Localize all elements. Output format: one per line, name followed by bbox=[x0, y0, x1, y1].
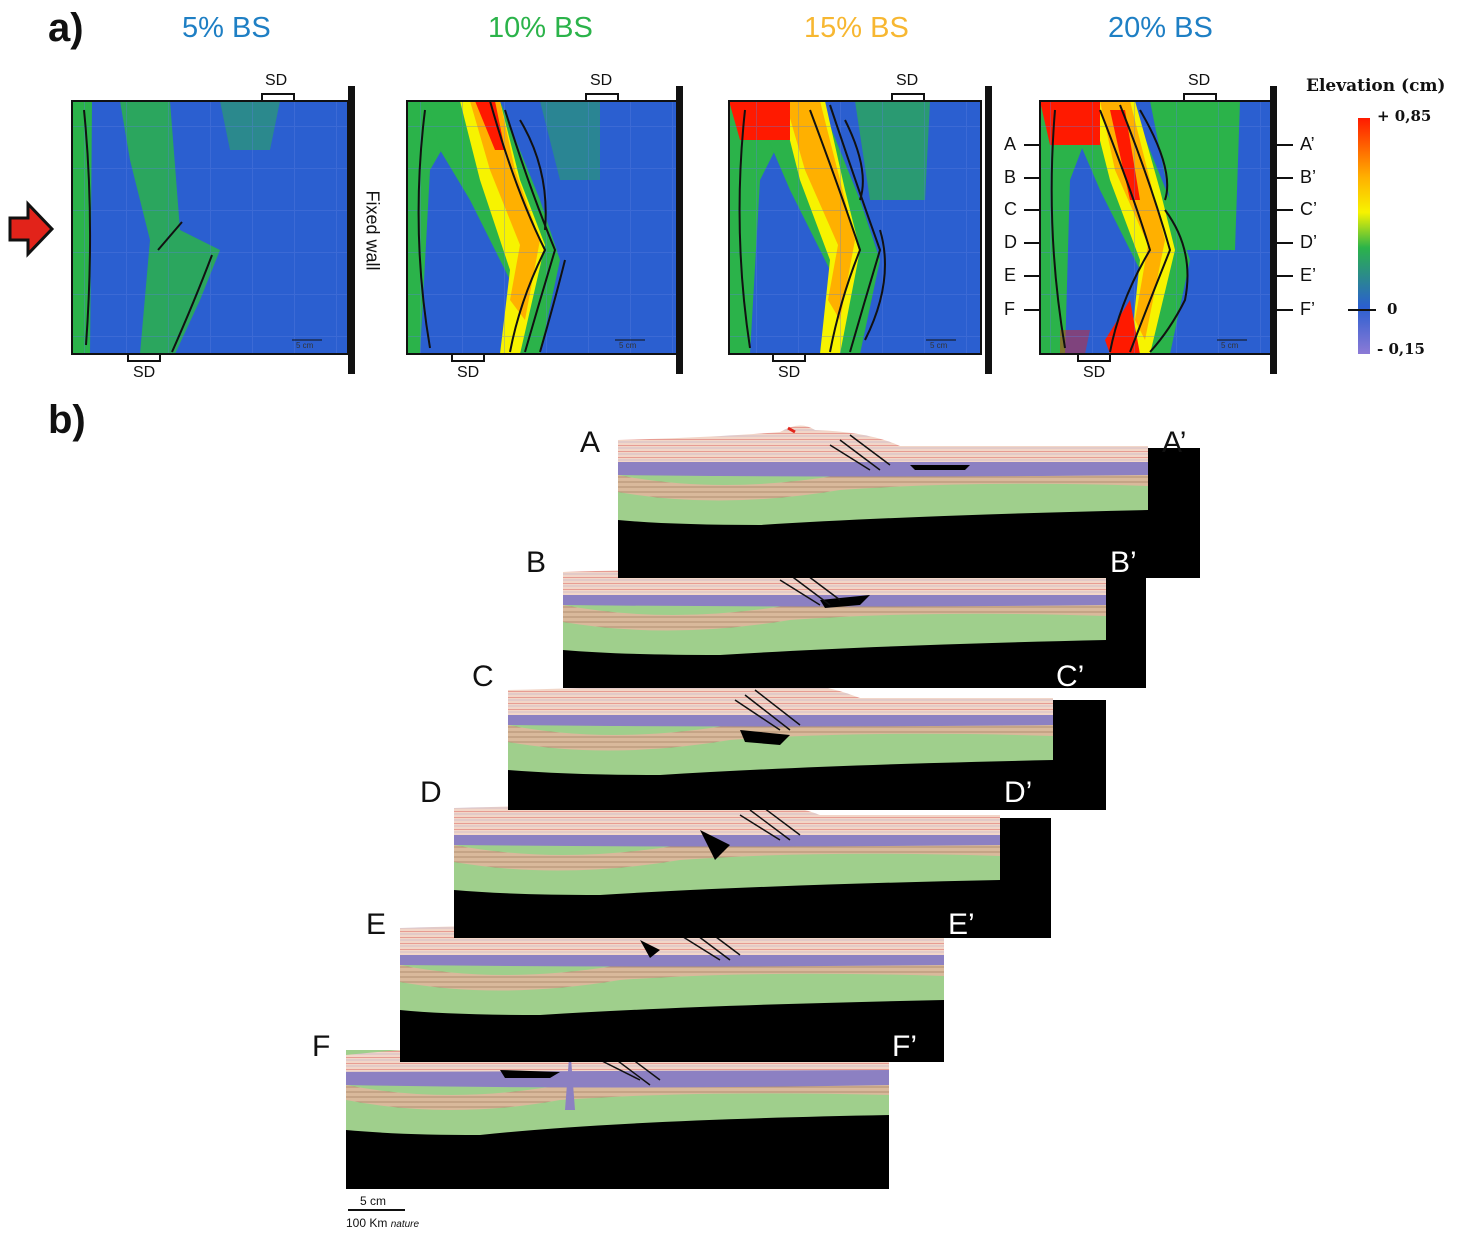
tick-a: A bbox=[1004, 134, 1017, 154]
section-label-f-prime: F’ bbox=[892, 1030, 917, 1063]
scale-nature-value: 100 Km bbox=[346, 1216, 388, 1230]
elevation-color-bar bbox=[1348, 118, 1376, 354]
tick-a-prime: A’ bbox=[1300, 134, 1315, 154]
elevation-map-15 bbox=[728, 100, 982, 355]
tick-c: C bbox=[1004, 199, 1017, 219]
tick-f-prime: F’ bbox=[1300, 299, 1315, 319]
section-label-f: F bbox=[312, 1030, 331, 1063]
section-label-b-prime: B’ bbox=[1110, 546, 1137, 579]
tick-f: F bbox=[1004, 299, 1015, 319]
scale-model-label: 5 cm bbox=[360, 1194, 387, 1208]
panel-a-label: a) bbox=[48, 6, 84, 50]
map-scale-label-1: 5 cm bbox=[296, 341, 314, 350]
legend-min-label: - 0,15 bbox=[1377, 340, 1425, 358]
section-label-e: E bbox=[366, 908, 387, 941]
stage-title-15: 15% BS bbox=[804, 12, 909, 44]
cross-section-d bbox=[454, 794, 1051, 938]
cross-section-b bbox=[563, 558, 1146, 688]
sd-brackets bbox=[127, 93, 1217, 362]
sd-label-3-bottom: SD bbox=[778, 364, 801, 381]
section-label-c-prime: C’ bbox=[1056, 660, 1085, 693]
map-scale-label-2: 5 cm bbox=[619, 341, 637, 350]
red-arrow-icon bbox=[8, 200, 55, 258]
panel-b-label: b) bbox=[48, 398, 86, 442]
sd-label-1-bottom: SD bbox=[133, 364, 156, 381]
section-label-d-prime: D’ bbox=[1004, 776, 1033, 809]
legend-title: Elevation (cm) bbox=[1306, 76, 1446, 96]
stage-title-10: 10% BS bbox=[488, 12, 593, 44]
legend-max-label: + 0,85 bbox=[1377, 107, 1432, 125]
sd-label-2-top: SD bbox=[590, 72, 613, 89]
tick-b: B bbox=[1004, 167, 1017, 187]
sd-label-1-top: SD bbox=[265, 72, 288, 89]
fixed-wall-bars bbox=[348, 86, 1277, 374]
cross-section-a bbox=[618, 425, 1200, 578]
elevation-map-10 bbox=[406, 100, 679, 355]
stage-title-5: 5% BS bbox=[182, 12, 271, 44]
section-label-d: D bbox=[420, 776, 442, 809]
stage-title-20: 20% BS bbox=[1108, 12, 1213, 44]
tick-e: E bbox=[1004, 265, 1017, 285]
sd-label-4-bottom: SD bbox=[1083, 364, 1106, 381]
map-scale-label-4: 5 cm bbox=[1221, 341, 1239, 350]
scale-nature-label: 100 Km nature bbox=[346, 1216, 419, 1230]
cross-section-c bbox=[508, 676, 1106, 810]
sd-label-2-bottom: SD bbox=[457, 364, 480, 381]
section-ticks bbox=[1024, 144, 1293, 311]
section-label-a: A bbox=[580, 426, 601, 459]
cross-sections bbox=[346, 425, 1200, 1189]
map-scale-label-3: 5 cm bbox=[930, 341, 948, 350]
section-label-c: C bbox=[472, 660, 494, 693]
elevation-map-5 bbox=[71, 100, 349, 355]
sd-label-3-top: SD bbox=[896, 72, 919, 89]
tick-c-prime: C’ bbox=[1300, 199, 1317, 219]
tick-e-prime: E’ bbox=[1300, 265, 1317, 285]
sd-label-4-top: SD bbox=[1188, 72, 1211, 89]
tick-b-prime: B’ bbox=[1300, 167, 1317, 187]
section-label-a-prime: A’ bbox=[1162, 426, 1187, 459]
elevation-map-20 bbox=[1039, 100, 1273, 355]
tick-d-prime: D’ bbox=[1300, 232, 1317, 252]
legend-zero-label: 0 bbox=[1387, 300, 1398, 318]
section-label-e-prime: E’ bbox=[948, 908, 975, 941]
fixed-wall-label: Fixed wall bbox=[362, 190, 383, 271]
tick-d: D bbox=[1004, 232, 1017, 252]
section-label-b: B bbox=[526, 546, 547, 579]
scale-nature-word: nature bbox=[390, 1219, 420, 1230]
